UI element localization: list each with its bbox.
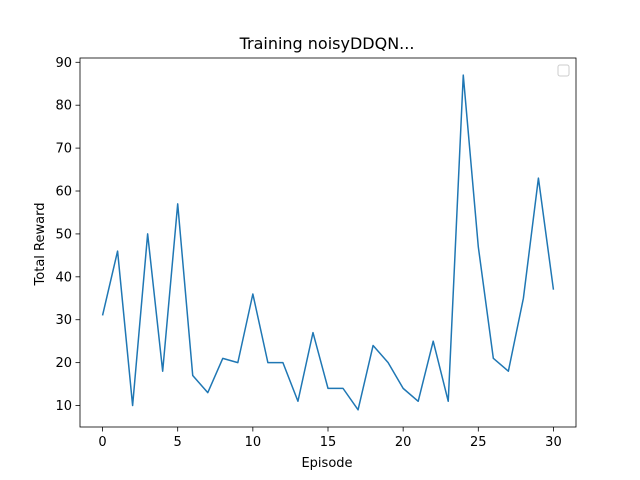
x-tick-label: 0: [98, 435, 106, 450]
y-tick-label: 80: [55, 99, 72, 114]
x-tick-label: 5: [174, 435, 182, 450]
legend-box: [557, 64, 570, 77]
y-tick-label: 30: [55, 313, 72, 328]
y-tick-label: 20: [55, 356, 72, 371]
y-tick-label: 40: [55, 270, 72, 285]
x-tick-label: 30: [545, 435, 562, 450]
x-tick-label: 15: [320, 435, 337, 450]
y-tick-label: 10: [55, 399, 72, 414]
plot-area: 0 5 10 15 20 25 30 10 20 30 40 50 60 70 80 90: [55, 56, 577, 450]
y-tick-label: 90: [55, 56, 72, 71]
y-axis-label: Total Reward: [33, 203, 48, 287]
x-axis-label: Episode: [301, 456, 352, 471]
x-tick-label: 10: [245, 435, 262, 450]
series-line-0: [101, 74, 555, 411]
chart-title: Training noisyDDQN...: [239, 34, 415, 53]
x-tick-label: 20: [395, 435, 412, 450]
y-tick-label: 70: [55, 142, 72, 157]
y-tick-label: 60: [55, 185, 72, 200]
y-tick-label: 50: [55, 227, 72, 242]
x-tick-label: 25: [470, 435, 487, 450]
